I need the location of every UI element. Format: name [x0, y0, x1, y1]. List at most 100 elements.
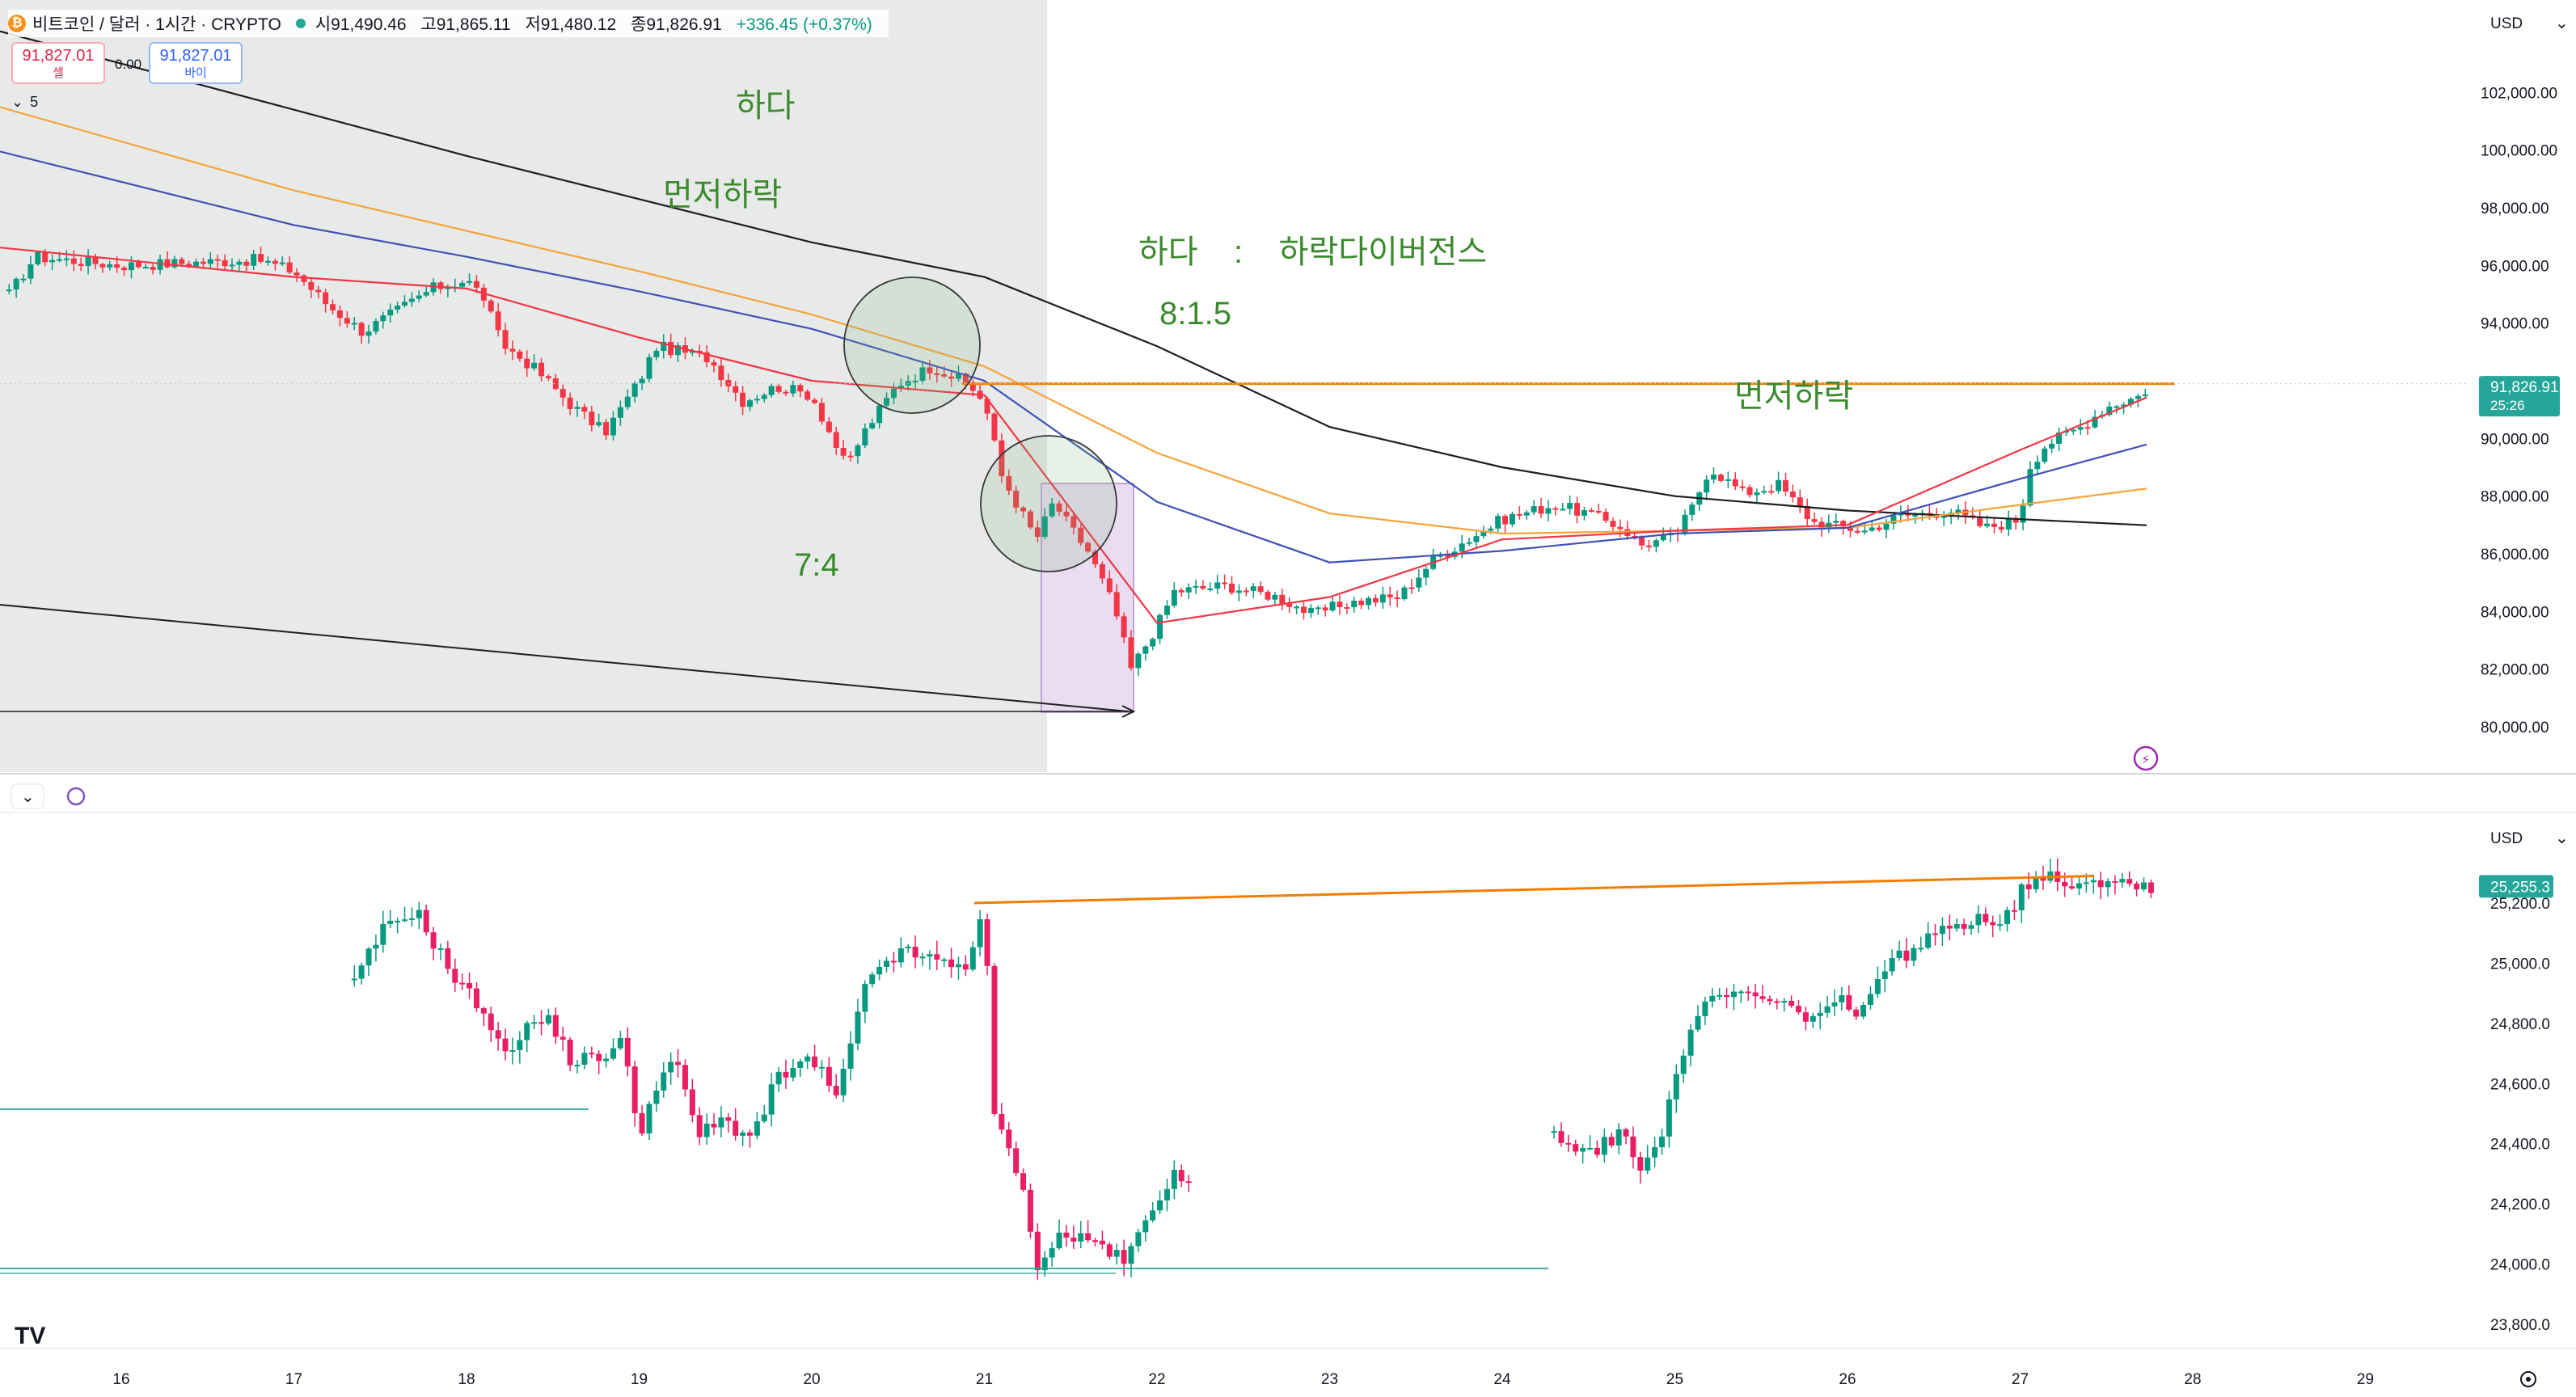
candle-body: [157, 259, 163, 270]
candle-body: [1344, 607, 1350, 610]
candle-body: [1020, 1173, 1027, 1190]
candle-body: [351, 323, 357, 325]
candle-body: [818, 403, 825, 422]
sync-icon[interactable]: [66, 787, 86, 806]
candle-body: [991, 965, 998, 1114]
ohlc-values: 시91,490.46 고91,865.11 저91,480.12 종91,826…: [315, 11, 882, 36]
symbol-header: ₿ 비트코인 / 달러 · 1시간 · CRYPTO 시91,490.46 고9…: [8, 10, 889, 37]
candle-body: [99, 264, 106, 268]
lower-price-axis[interactable]: 25,200.0 25,000.0 24,800.0 24,600.0 24,400.0…: [2490, 829, 2569, 1334]
candle-body: [1660, 535, 1666, 541]
candle-body: [977, 919, 983, 948]
candle-body: [1637, 1157, 1644, 1171]
indicators-toggle[interactable]: ⌄ 5: [11, 94, 38, 111]
trend-line[interactable]: [0, 604, 1129, 712]
candle-body: [1279, 594, 1286, 604]
candle-body: [2027, 469, 2033, 506]
price-axis[interactable]: 102,000.00 100,000.00 98,000.00 96,000.00 94…: [2481, 15, 2569, 736]
candle-body: [984, 919, 990, 966]
candle-body: [1580, 1147, 1586, 1152]
highlight-circle[interactable]: [843, 276, 981, 414]
candle-body: [1804, 506, 1810, 520]
candle-body: [1113, 1250, 1120, 1257]
candle-body: [330, 304, 336, 310]
candle-body: [1502, 516, 1509, 525]
candle-body: [1925, 933, 1932, 948]
candle-body: [243, 261, 250, 266]
candle-body: [1889, 958, 1895, 972]
candle-body: [754, 399, 760, 401]
candle-body: [955, 964, 961, 968]
candle-body: [1615, 1129, 1622, 1146]
price-candles[interactable]: [0, 30, 2148, 677]
candle-body: [380, 315, 386, 322]
candle-body: [862, 984, 868, 1012]
candle-body: [596, 422, 602, 426]
candle-body: [509, 1049, 516, 1052]
candle-body: [1300, 606, 1307, 614]
time-axis[interactable]: 16 17 18 19 20 21 22 23 24 25 26 27 28 29: [112, 1371, 2374, 1388]
resistance-line-lower[interactable]: [973, 875, 2095, 905]
candle-body: [1594, 1147, 1600, 1155]
candle-body: [890, 388, 897, 399]
candle-body: [552, 378, 559, 390]
candle-body: [1905, 513, 1911, 516]
open-value: 시91,490.46: [315, 15, 407, 34]
candle-body: [2004, 910, 2010, 925]
candle-body: [1687, 1029, 1694, 1056]
candle-body: [1171, 589, 1177, 606]
candle-body: [1229, 583, 1235, 593]
candle-body: [336, 310, 343, 319]
market-status-icon: [295, 19, 306, 28]
candle-body: [27, 264, 34, 279]
candle-body: [258, 254, 264, 262]
candle-body: [1020, 507, 1027, 512]
current-price-value: 91,826.91: [2490, 379, 2559, 396]
candle-body: [999, 440, 1005, 477]
lower-candles[interactable]: [351, 858, 2154, 1281]
tradingview-logo: TV: [15, 1323, 45, 1349]
candle-body: [1817, 1012, 1823, 1016]
candle-body: [761, 395, 767, 399]
candle-body: [1200, 585, 1206, 589]
candle-body: [740, 1132, 746, 1136]
sell-button[interactable]: 91,827.01 셀: [11, 42, 105, 84]
candle-body: [1846, 995, 1852, 1010]
collapse-pane-button[interactable]: [11, 783, 44, 809]
candle-body: [661, 1072, 667, 1091]
candle-body: [1063, 1232, 1070, 1238]
candle-body: [653, 1090, 660, 1104]
candle-body: [459, 982, 466, 985]
candle-body: [1860, 1005, 1867, 1017]
candle-body: [437, 948, 444, 950]
candle-body: [1695, 1015, 1701, 1030]
candle-body: [1732, 479, 1738, 487]
candle-body: [1265, 592, 1271, 600]
close-value: 종91,826.91: [631, 15, 722, 34]
candle-body: [1171, 1170, 1177, 1189]
candle-body: [948, 959, 955, 968]
candle-body: [467, 982, 473, 989]
symbol-title[interactable]: 비트코인 / 달러 · 1시간 · CRYPTO: [32, 15, 281, 34]
candle-body: [1272, 594, 1278, 600]
candle-body: [1666, 1099, 1672, 1137]
gear-icon[interactable]: [2520, 1371, 2536, 1387]
candle-body: [365, 331, 372, 336]
time-tick-label: 29: [2357, 1371, 2374, 1388]
candle-body: [251, 254, 257, 266]
highlight-circle[interactable]: [980, 435, 1117, 572]
candle-body: [1946, 926, 1953, 929]
candle-body: [2147, 882, 2154, 893]
candle-body: [2056, 433, 2063, 444]
candle-body: [488, 1013, 494, 1031]
candle-body: [646, 1104, 652, 1134]
candle-body: [1997, 924, 2004, 926]
buy-button[interactable]: 91,827.01 바이: [149, 42, 243, 84]
candle-body: [754, 1121, 760, 1136]
candle-body: [884, 960, 890, 968]
candle-body: [1890, 515, 1897, 524]
candle-body: [2025, 884, 2032, 889]
flash-icon[interactable]: [2133, 745, 2159, 771]
candle-body: [1940, 516, 1947, 518]
